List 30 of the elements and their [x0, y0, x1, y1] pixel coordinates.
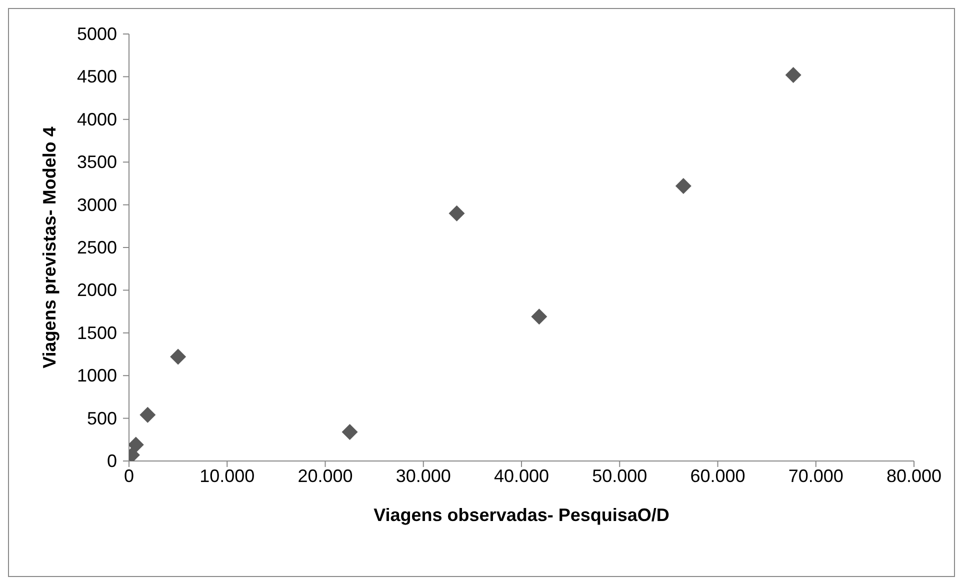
point [140, 406, 156, 423]
y-tick-label: 3500 [76, 152, 117, 172]
y-tick-label: 4000 [76, 109, 117, 130]
y-tick-label: 3000 [76, 194, 117, 215]
x-tick-label: 0 [124, 466, 134, 486]
y-tick-label: 2000 [76, 280, 117, 300]
point [448, 205, 465, 222]
point [785, 66, 802, 83]
x-tick-label: 10.000 [200, 466, 255, 486]
x-tick-label: 40.000 [494, 466, 550, 486]
y-tick-label: 2500 [76, 238, 117, 258]
point [129, 436, 144, 453]
point [170, 348, 186, 365]
x-tick-label: 80.000 [886, 466, 942, 486]
x-tick-label: 20.000 [298, 466, 353, 486]
y-tick-label: 1500 [76, 322, 117, 343]
y-tick-label: 500 [86, 408, 117, 428]
y-tick-label: 0 [106, 451, 117, 471]
x-tick-label: 30.000 [396, 466, 451, 486]
y-tick-label: 5000 [76, 24, 117, 44]
y-tick-label: 4500 [76, 66, 117, 87]
y-tick-label: 1000 [76, 366, 117, 386]
y-axis-title: Viagens previstas- Modelo 4 [39, 126, 60, 368]
x-tick-label: 60.000 [690, 466, 746, 486]
x-tick-label: 70.000 [788, 466, 844, 486]
x-tick-label: 50.000 [592, 466, 648, 486]
point [675, 178, 692, 194]
point [342, 424, 358, 440]
x-axis-title: Viagens observadas- PesquisaO/D [374, 505, 670, 525]
point [531, 308, 548, 325]
